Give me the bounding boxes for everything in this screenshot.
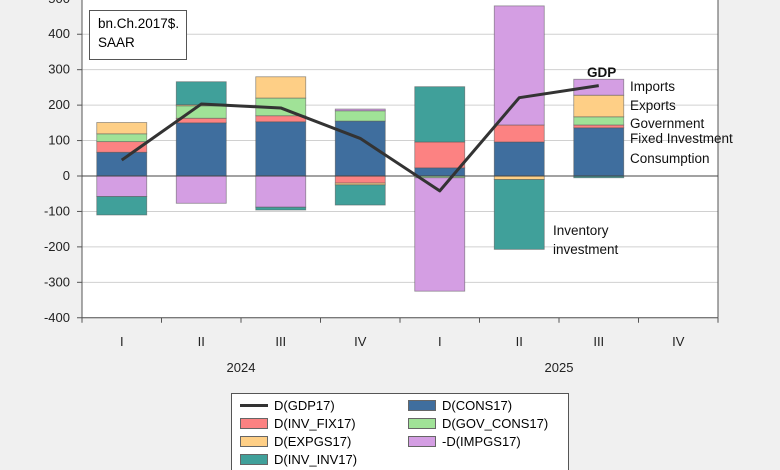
annotation-label: investment: [553, 242, 619, 257]
annotation-label: Inventory: [553, 223, 609, 238]
bar-segment: [175, 81, 227, 106]
bar-segment: [175, 122, 227, 177]
bar-segment: [255, 76, 307, 99]
legend-item-gov: D(GOV_CONS17): [408, 416, 548, 431]
legend-swatch: [240, 418, 268, 429]
bar-segment: [255, 175, 307, 208]
y-tick-label: 100: [48, 133, 70, 148]
y-tick-label: 400: [48, 26, 70, 41]
bar-segment: [96, 133, 148, 143]
annotation-label: Imports: [630, 79, 675, 94]
bar-segment: [334, 175, 386, 184]
bar-segment: [573, 94, 625, 118]
bar-segment: [493, 141, 545, 177]
bar-segment: [414, 177, 466, 292]
y-tick-label: 500: [48, 0, 70, 6]
legend-item-cons: D(CONS17): [408, 398, 512, 413]
annotation-label: Consumption: [630, 151, 710, 166]
annotation-label: GDP: [587, 65, 616, 80]
legend-label: D(GDP17): [274, 398, 335, 413]
annotation-label: Government: [630, 116, 705, 131]
bar-segment: [573, 127, 625, 177]
bar-segment: [96, 151, 148, 177]
annotation-label: Fixed Investment: [630, 131, 733, 146]
bar-segment: [414, 86, 466, 143]
y-tick-label: -100: [44, 203, 70, 218]
legend-swatch: [240, 436, 268, 447]
annotation-label: Exports: [630, 98, 676, 113]
legend-line-swatch: [240, 404, 268, 407]
legend-label: D(EXPGS17): [274, 434, 352, 449]
year-label: 2024: [227, 360, 256, 375]
y-tick-label: -400: [44, 310, 70, 325]
legend-swatch: [240, 454, 268, 465]
bar-segment: [255, 121, 307, 177]
bar-segment: [414, 141, 466, 169]
legend-label: D(GOV_CONS17): [442, 416, 549, 431]
bar-segment: [96, 175, 148, 197]
units-line-1: bn.Ch.2017$.: [98, 16, 180, 31]
legend-label: -D(IMPGS17): [442, 434, 521, 449]
bar-segment: [493, 5, 545, 126]
x-tick-label: III: [275, 334, 286, 349]
x-tick-label: IV: [672, 334, 685, 349]
bar-segment: [573, 124, 625, 129]
legend-item-imports: -D(IMPGS17): [408, 434, 521, 449]
legend-label: D(INV_FIX17): [274, 416, 356, 431]
bar-segment: [334, 110, 386, 122]
bar-segment: [96, 122, 148, 135]
legend-item-gdp: D(GDP17): [240, 398, 335, 413]
y-tick-label: -200: [44, 239, 70, 254]
bar-segment: [334, 108, 386, 112]
y-tick-label: -300: [44, 274, 70, 289]
year-label: 2025: [545, 360, 574, 375]
units-note: bn.Ch.2017$. SAAR: [89, 10, 187, 60]
bar-segment: [96, 196, 148, 216]
bar-segment: [493, 179, 545, 250]
legend-label: D(INV_INV17): [274, 452, 358, 467]
legend-item-inventory: D(INV_INV17): [240, 452, 357, 467]
legend-swatch: [408, 400, 436, 411]
y-tick-label: 300: [48, 62, 70, 77]
legend-label: D(CONS17): [442, 398, 513, 413]
x-tick-label: II: [198, 334, 205, 349]
bar-segment: [175, 175, 227, 204]
bar-segment: [573, 116, 625, 126]
x-tick-label: IV: [354, 334, 367, 349]
x-tick-label: III: [593, 334, 604, 349]
legend: D(GDP17) D(CONS17) D(INV_FIX17) D(GOV_CO…: [231, 393, 569, 470]
x-tick-label: I: [120, 334, 124, 349]
y-tick-label: 0: [63, 168, 70, 183]
bar-segment: [493, 175, 545, 180]
legend-swatch: [408, 436, 436, 447]
bar-segment: [573, 78, 625, 96]
legend-swatch: [408, 418, 436, 429]
y-tick-label: 200: [48, 97, 70, 112]
bar-segment: [175, 117, 227, 124]
bar-segment: [493, 124, 545, 143]
legend-item-exports: D(EXPGS17): [240, 434, 351, 449]
bar-segment: [334, 184, 386, 206]
x-tick-label: II: [516, 334, 523, 349]
bar-segment: [255, 115, 307, 123]
bar-segment: [255, 206, 307, 211]
legend-item-inv-fix: D(INV_FIX17): [240, 416, 356, 431]
units-line-2: SAAR: [98, 35, 135, 50]
x-tick-label: I: [438, 334, 442, 349]
